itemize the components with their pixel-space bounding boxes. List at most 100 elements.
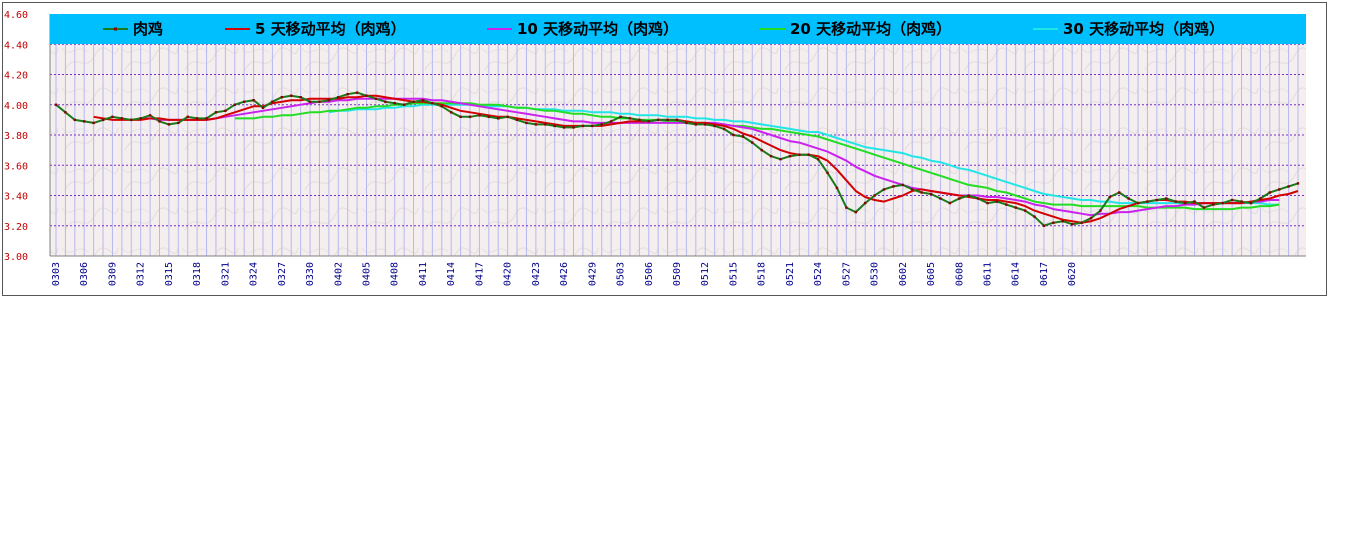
data-point [562, 126, 566, 129]
data-point [807, 153, 810, 156]
y-tick-label: 3.20 [4, 222, 28, 233]
data-point [177, 121, 180, 125]
data-point [1212, 203, 1215, 206]
data-point [798, 153, 801, 156]
data-point [290, 94, 293, 97]
data-point [327, 99, 331, 102]
data-point [459, 115, 462, 119]
data-point [431, 102, 434, 105]
data-point [1005, 203, 1008, 206]
data-point [1221, 201, 1224, 205]
data-point [863, 201, 867, 205]
data-point [478, 114, 481, 117]
x-tick-label: 0330 [305, 262, 316, 286]
data-point [365, 94, 368, 97]
y-tick-label: 4.20 [4, 71, 28, 82]
data-point [468, 115, 472, 119]
data-point [873, 194, 876, 197]
data-point [299, 95, 302, 99]
data-point [195, 117, 199, 120]
data-point [713, 124, 716, 128]
data-point [741, 135, 745, 138]
data-point [553, 124, 556, 128]
x-tick-label: 0608 [954, 262, 965, 286]
data-point [1287, 185, 1290, 188]
data-point [83, 120, 86, 123]
data-point [591, 124, 594, 128]
data-point [1155, 198, 1159, 202]
line-chart: 3.00 3.20 3.40 3.60 3.80 4.00 4.20 4.40 4.60 030… [4, 10, 1306, 286]
data-point [939, 197, 942, 200]
data-point [1259, 197, 1262, 200]
x-tick-label: 0327 [277, 262, 288, 286]
data-point [252, 99, 255, 102]
data-point [732, 133, 735, 137]
data-point [685, 121, 688, 125]
data-point [515, 118, 519, 122]
x-tick-label: 0530 [870, 262, 881, 286]
x-tick-label: 0611 [983, 262, 994, 286]
data-point [534, 123, 538, 126]
data-point [967, 194, 970, 197]
data-point [1277, 188, 1281, 191]
data-point [167, 123, 171, 126]
data-point [769, 154, 773, 158]
data-point [986, 201, 989, 205]
y-tick-label: 4.60 [4, 10, 28, 21]
data-point [233, 103, 236, 106]
data-point [572, 126, 575, 129]
data-point [261, 106, 265, 109]
data-point [280, 95, 284, 99]
data-point [64, 111, 67, 114]
x-tick-label: 0405 [362, 262, 373, 286]
data-point [412, 100, 415, 103]
data-point [308, 100, 312, 103]
series-line [93, 94, 1299, 224]
x-tick-label: 0324 [249, 262, 260, 286]
data-point [544, 123, 547, 126]
data-point [186, 115, 189, 119]
data-point [1296, 182, 1300, 185]
x-tick-label: 0617 [1039, 262, 1050, 286]
data-point [337, 95, 340, 99]
data-point [1183, 201, 1187, 205]
data-point [882, 188, 886, 191]
data-point [1070, 223, 1074, 226]
data-point [224, 109, 227, 112]
data-point [826, 171, 829, 175]
x-tick-label: 0312 [136, 262, 147, 286]
x-tick-label: 0423 [531, 262, 542, 286]
data-point [600, 123, 603, 126]
x-tick-label: 0512 [700, 262, 711, 286]
y-tick-label: 4.00 [4, 101, 28, 112]
data-point [929, 192, 933, 196]
x-tick-label: 0417 [474, 262, 485, 286]
data-point [704, 123, 707, 126]
legend: 肉鸡 5 天移动平均（肉鸡） 10 天移动平均（肉鸡） 20 天移动平均（肉鸡） 30 … [50, 14, 1306, 44]
data-point [1240, 200, 1243, 203]
x-tick-label: 0315 [164, 262, 175, 286]
data-point [487, 115, 491, 119]
data-point [421, 99, 425, 102]
data-point [779, 158, 782, 161]
data-point [609, 120, 613, 123]
data-point [760, 148, 763, 152]
y-tick-label: 4.40 [4, 40, 28, 51]
x-tick-label: 0309 [107, 262, 118, 286]
data-point [1230, 198, 1234, 202]
data-point [318, 100, 321, 103]
data-point [722, 127, 726, 131]
data-point [139, 117, 142, 120]
x-tick-labels: 0303 0306 0309 0312 0315 0318 0321 0324 0327 0330… [51, 262, 1078, 286]
x-tick-label: 0524 [813, 262, 824, 286]
data-point [346, 92, 349, 96]
x-tick-label: 0506 [644, 262, 655, 286]
x-tick-label: 0614 [1011, 262, 1022, 286]
data-point [1023, 209, 1027, 212]
data-point [675, 118, 679, 122]
data-point [1193, 200, 1196, 203]
data-point [694, 123, 698, 126]
data-point [920, 191, 923, 194]
data-point [751, 141, 754, 144]
y-tick-label: 3.40 [4, 192, 28, 203]
